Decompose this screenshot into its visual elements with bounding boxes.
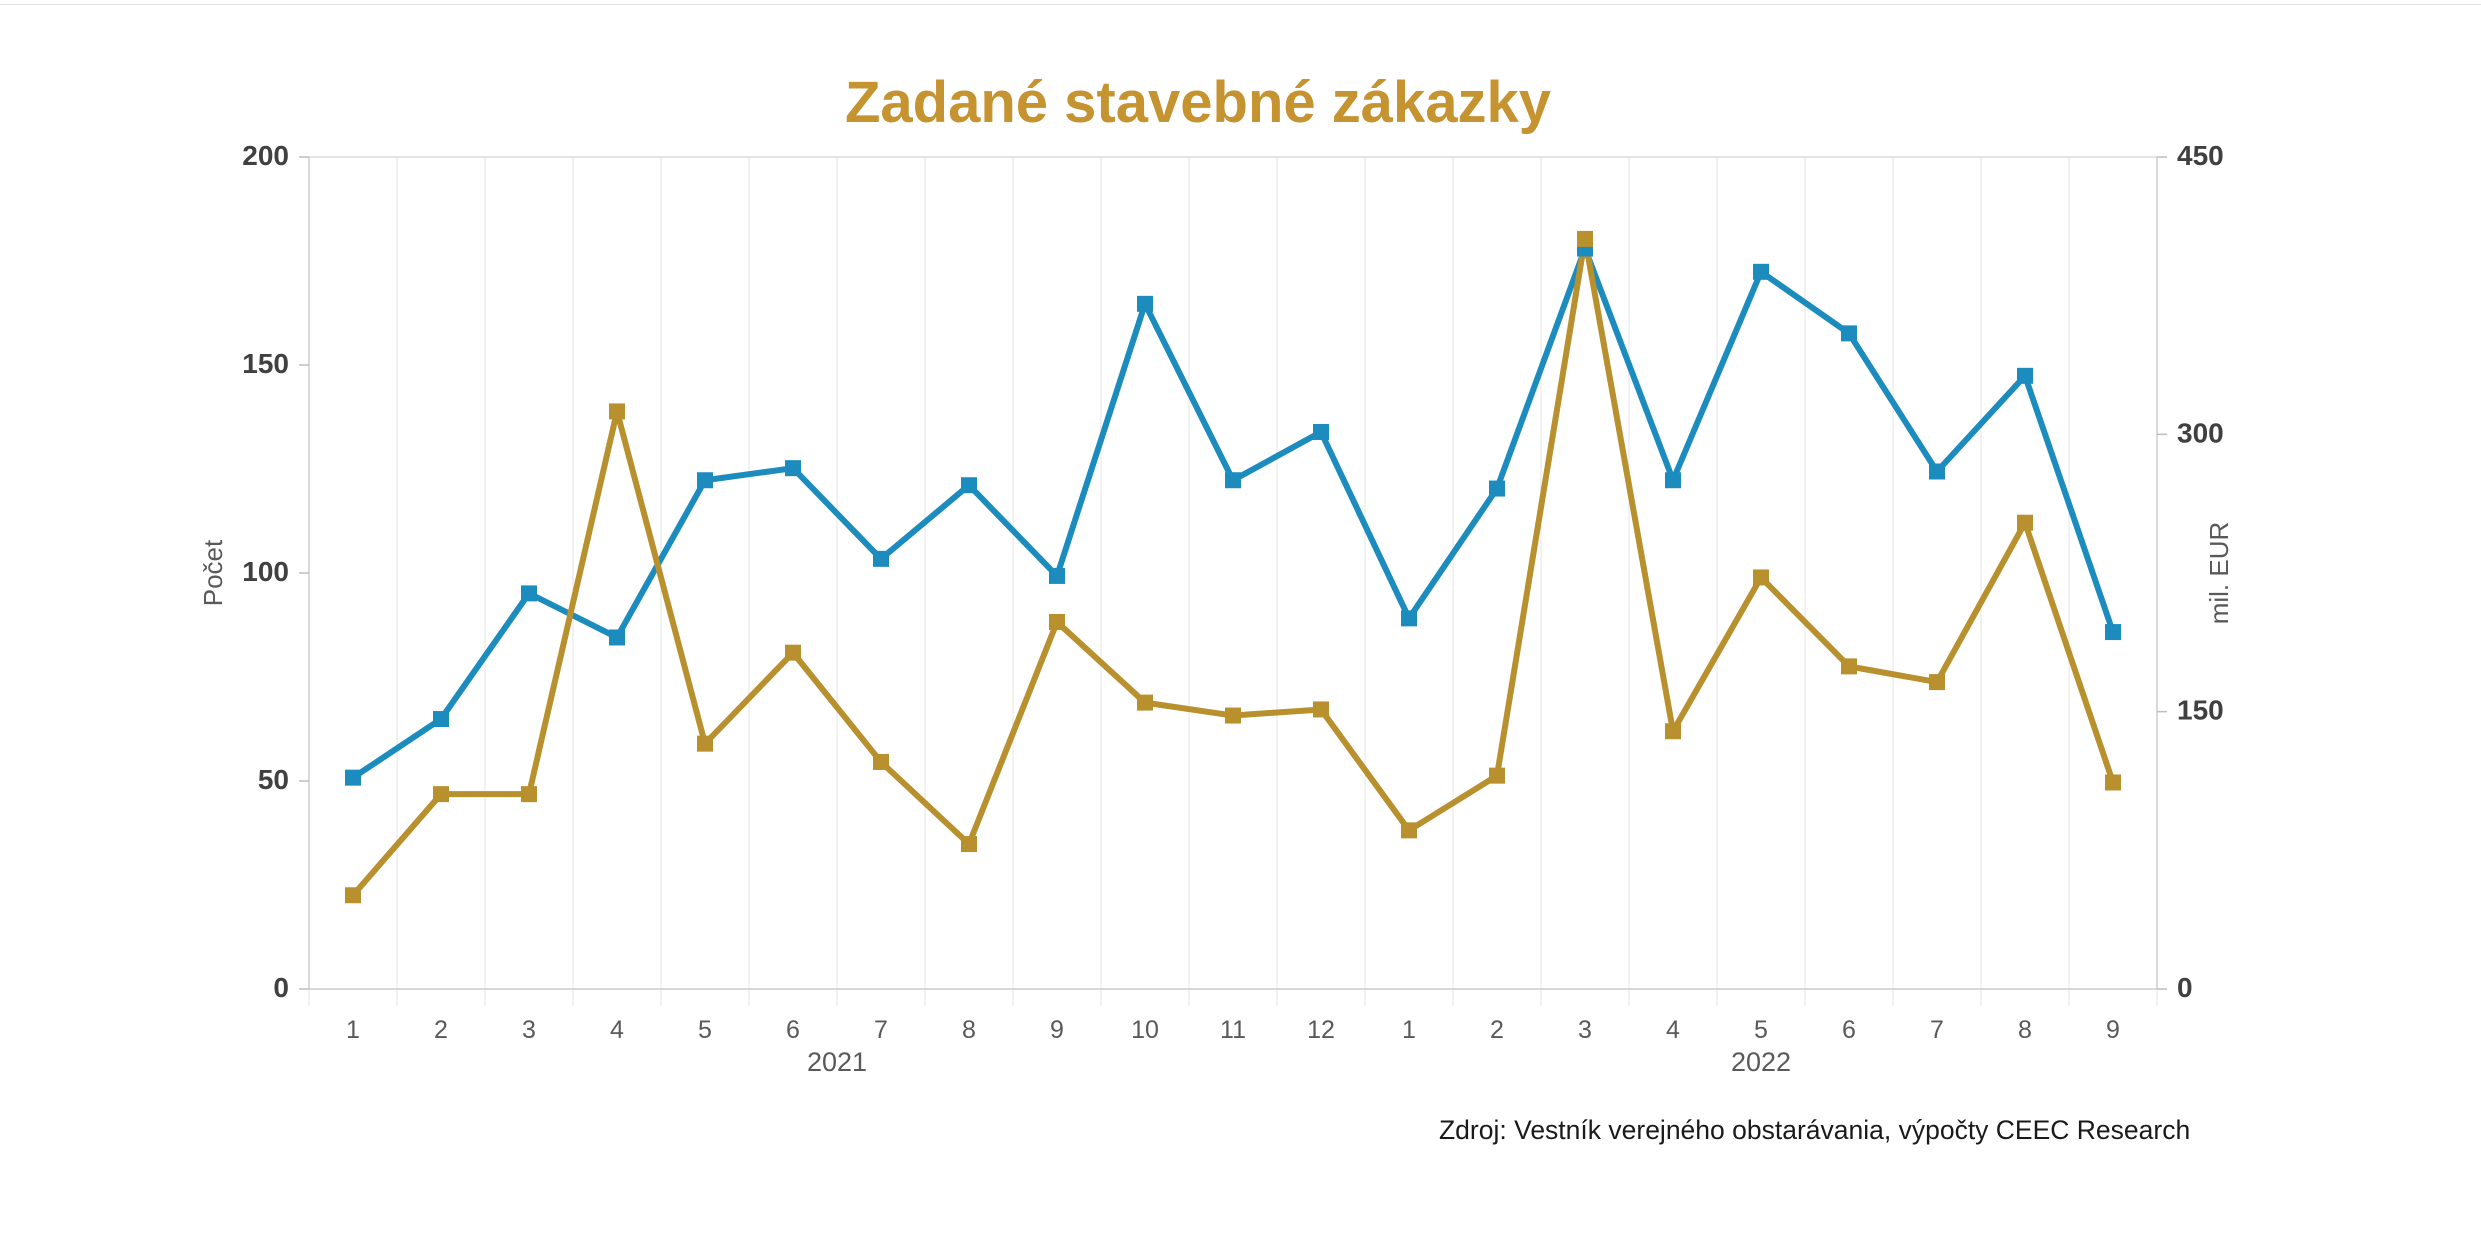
svg-text:0: 0 — [273, 972, 289, 1003]
svg-text:1: 1 — [1402, 1016, 1416, 1044]
svg-text:300: 300 — [2177, 417, 2224, 448]
svg-text:8: 8 — [962, 1016, 976, 1044]
svg-text:2021: 2021 — [807, 1047, 867, 1077]
svg-text:1: 1 — [346, 1016, 360, 1044]
svg-text:4: 4 — [1666, 1016, 1680, 1044]
svg-text:8: 8 — [2018, 1016, 2032, 1044]
svg-text:450: 450 — [2177, 140, 2224, 171]
svg-text:0: 0 — [2177, 972, 2193, 1003]
svg-text:100: 100 — [242, 556, 289, 587]
svg-text:150: 150 — [2177, 695, 2224, 726]
svg-text:10: 10 — [1131, 1016, 1159, 1044]
svg-text:9: 9 — [1050, 1016, 1064, 1044]
svg-text:50: 50 — [258, 764, 289, 795]
svg-text:mil. EUR: mil. EUR — [2204, 522, 2234, 625]
svg-text:12: 12 — [1307, 1016, 1335, 1044]
svg-text:7: 7 — [1930, 1016, 1944, 1044]
svg-text:5: 5 — [698, 1016, 712, 1044]
svg-text:9: 9 — [2106, 1016, 2120, 1044]
svg-text:2: 2 — [1490, 1016, 1504, 1044]
svg-text:2: 2 — [434, 1016, 448, 1044]
svg-text:Počet: Počet — [198, 539, 228, 606]
svg-text:7: 7 — [874, 1016, 888, 1044]
svg-text:2022: 2022 — [1731, 1047, 1791, 1077]
svg-text:6: 6 — [1842, 1016, 1856, 1044]
svg-text:200: 200 — [242, 140, 289, 171]
svg-text:150: 150 — [242, 348, 289, 379]
svg-text:4: 4 — [610, 1016, 624, 1044]
svg-text:11: 11 — [1220, 1016, 1246, 1044]
svg-text:5: 5 — [1754, 1016, 1768, 1044]
svg-text:6: 6 — [786, 1016, 800, 1044]
svg-text:3: 3 — [1578, 1016, 1592, 1044]
svg-text:3: 3 — [522, 1016, 536, 1044]
